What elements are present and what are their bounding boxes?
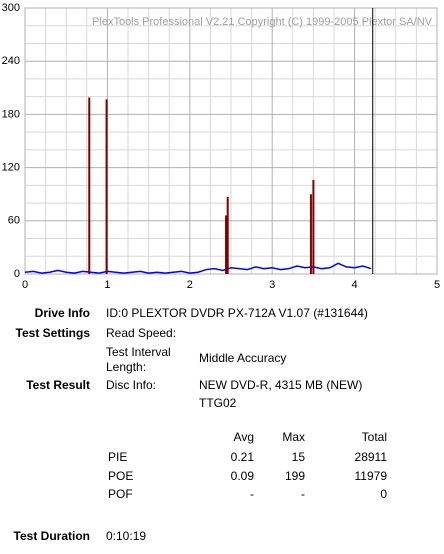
y-tick-label: 240: [2, 55, 20, 67]
chart: PlexTools Professional V2.21 Copyright (…: [2, 2, 440, 291]
row-label: POE: [108, 468, 134, 483]
label: Test Settings: [15, 326, 90, 340]
label: Drive Info: [34, 306, 90, 320]
cell: 0.09: [230, 468, 254, 483]
grid: [24, 7, 438, 275]
y-tick-label: 0: [14, 268, 20, 280]
label: Test Result: [26, 378, 90, 392]
label: Test Interval Length:: [106, 345, 171, 374]
value: TTG02: [199, 396, 237, 410]
chart-title: PlexTools Professional V2.21 Copyright (…: [92, 16, 433, 28]
value: NEW DVD-R, 4315 MB (NEW): [199, 378, 363, 392]
label: Test Duration: [13, 529, 90, 543]
cell: 11979: [354, 468, 387, 483]
column-header: Avg: [233, 430, 254, 444]
x-tick-label: 3: [269, 279, 275, 291]
cell: -: [301, 487, 305, 501]
value: Read Speed:: [106, 326, 177, 340]
y-tick-label: 180: [2, 108, 20, 120]
column-header: Total: [361, 430, 387, 444]
x-tick-label: 5: [434, 279, 440, 291]
value: ID:0 PLEXTOR DVDR PX-712A V1.07 (#131644…: [106, 306, 368, 320]
y-tick-label: 60: [8, 215, 20, 227]
cell: -: [250, 487, 254, 501]
y-tick-label: 300: [2, 2, 20, 14]
value: 0:10:19: [106, 529, 147, 543]
x-tick-label: 2: [187, 279, 193, 291]
column-header: Max: [282, 430, 305, 444]
row-label: POF: [108, 487, 133, 501]
x-tick-label: 4: [352, 279, 358, 291]
cell: 199: [284, 468, 305, 483]
cell: 0.21: [230, 450, 254, 464]
cell: 15: [291, 450, 305, 464]
cell: 28911: [354, 450, 387, 464]
x-tick-label: 1: [104, 279, 110, 291]
x-tick-label: 0: [22, 279, 28, 291]
row-label: PIE: [108, 450, 128, 464]
y-tick-label: 120: [2, 162, 20, 174]
label: Disc Info:: [106, 378, 157, 392]
cell: 0: [380, 487, 387, 501]
value: Middle Accuracy: [199, 351, 287, 365]
